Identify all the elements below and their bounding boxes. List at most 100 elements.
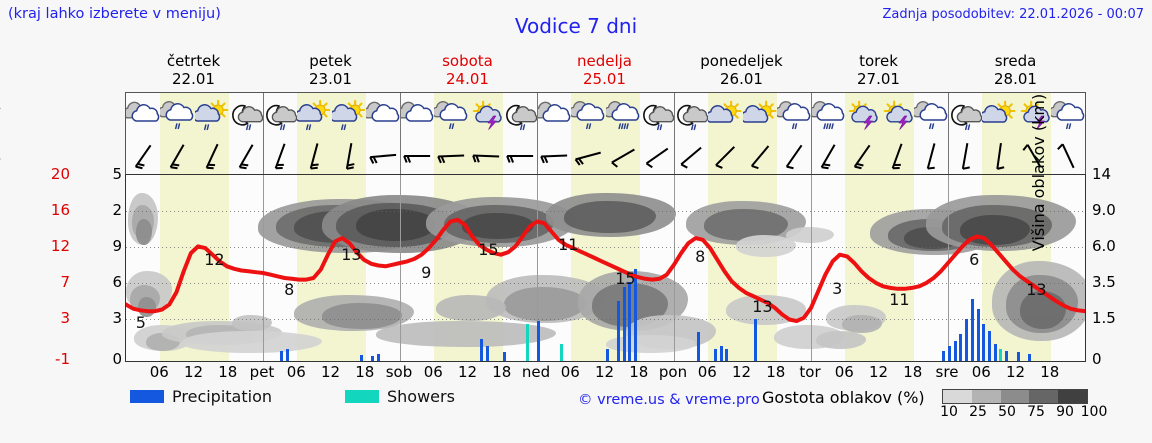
wind-barb — [537, 138, 571, 174]
time-axis-label: 06 — [560, 363, 580, 381]
day-gridline — [674, 175, 675, 361]
day-separator — [674, 138, 675, 174]
wind-barb — [674, 138, 708, 174]
shower-bar — [525, 323, 529, 361]
time-axis-label: 18 — [492, 363, 512, 381]
cloud-height-tick: 3.5 — [1092, 273, 1116, 291]
shower-bar — [999, 348, 1003, 361]
day-gridline — [948, 175, 949, 361]
temperature-value-label: 13 — [341, 245, 362, 265]
cloud-density-colorbar — [942, 389, 1088, 404]
precipitation-tick: 3 — [112, 309, 122, 327]
cloud-density-blob — [322, 303, 402, 329]
weather-icon-cloudy — [122, 93, 160, 139]
cloud-density-blob — [1020, 291, 1066, 329]
day-separator — [400, 138, 401, 174]
time-axis-label: 12 — [1005, 363, 1026, 381]
day-name: ponedeljek — [700, 52, 783, 70]
wind-barb — [982, 138, 1017, 174]
value-gridline — [126, 247, 1085, 248]
precipitation-axis-title: Padavine (mm/h) — [0, 104, 100, 370]
weather-icon-sun-cloud-storm — [468, 93, 503, 139]
wind-barb — [1016, 138, 1051, 174]
wind-barb — [742, 138, 777, 174]
temperature-axis-title: Temperatura (°C) — [6, 175, 28, 365]
wind-barb — [331, 138, 366, 174]
day-name: sreda — [994, 52, 1037, 70]
time-axis-label: 06 — [286, 363, 306, 381]
wind-barb — [1051, 138, 1085, 174]
precipitation-bar — [537, 321, 540, 361]
cloud-density-legend-title: Gostota oblakov (%) — [762, 388, 925, 407]
day-gridline — [400, 175, 401, 361]
temperature-value-label: 13 — [752, 296, 773, 316]
day-separator — [263, 138, 264, 174]
precipitation-bar — [953, 341, 957, 361]
cloud-density-step — [943, 390, 972, 403]
precipitation-bar — [1016, 352, 1020, 361]
time-axis-label: 18 — [218, 363, 238, 381]
wind-barb — [845, 138, 880, 174]
day-header-0: četrtek 22.01 — [125, 52, 262, 88]
time-axis-label: 12 — [457, 363, 478, 381]
precipitation-bar — [696, 332, 700, 361]
day-name: četrtek — [166, 52, 221, 70]
wind-barb — [914, 138, 948, 174]
precipitation-bar — [753, 318, 757, 361]
time-axis-label: ned — [521, 363, 551, 381]
temperature-value-label: 5 — [135, 312, 146, 332]
cloud-density-blob — [816, 331, 866, 349]
cloud-density-tick: 50 — [998, 404, 1016, 420]
temperature-tick: -1 — [55, 350, 70, 368]
precipitation-bar — [959, 333, 963, 361]
weather-icon-sun-cloud-storm — [879, 93, 914, 139]
weather-icon-cloudy-rain — [157, 93, 195, 139]
cloud-height-tick: 9.0 — [1092, 201, 1116, 219]
temperature-tick: 3 — [60, 309, 70, 327]
cloud-density-blob — [136, 219, 152, 245]
time-axis-label: pet — [249, 363, 275, 381]
precipitation-bar — [285, 348, 289, 361]
location-menu-hint[interactable]: (kraj lahko izberete v meniju) — [8, 6, 221, 22]
day-name: sobota — [442, 52, 493, 70]
day-separator — [537, 93, 538, 138]
time-axis-label: sob — [385, 363, 413, 381]
cloud-density-tick: 100 — [1080, 404, 1108, 420]
weather-icon-cloudy — [396, 93, 434, 139]
time-axis: 06 12 18 pet 06 12 18 sob 06 12 18 ned 06 12 18 pon 06 12… — [125, 363, 1086, 385]
wind-barb-strip — [125, 138, 1086, 174]
cloud-height-tick: 1.5 — [1092, 309, 1116, 327]
precipitation-bar — [502, 352, 506, 361]
time-axis-label: 18 — [629, 363, 649, 381]
weather-icon-sun-cloud-rain — [294, 93, 332, 139]
wind-barb — [400, 138, 434, 174]
day-header-1: petek 23.01 — [262, 52, 399, 88]
wind-barb — [777, 138, 811, 174]
time-axis-label: 06 — [971, 363, 991, 381]
cloud-density-blob — [564, 201, 656, 233]
wind-barb — [503, 138, 537, 174]
wind-barb — [160, 138, 195, 174]
weather-icon-sun-cloud — [705, 93, 743, 139]
weather-icon-cloudy-rain — [1048, 93, 1085, 139]
last-update-stamp: Zadnja posodobitev: 22.01.2026 - 00:07 — [882, 7, 1144, 22]
time-axis-label: 06 — [423, 363, 443, 381]
precipitation-bar — [713, 348, 717, 361]
precipitation-bar — [1005, 351, 1009, 361]
cloud-density-step — [1058, 390, 1087, 403]
weather-icon-moon-cloud-rain — [640, 93, 675, 139]
time-axis-label: 12 — [731, 363, 752, 381]
temperature-tick: 16 — [50, 201, 70, 219]
day-header-4: ponedeljek 26.01 — [673, 52, 810, 88]
cloud-density-step — [1000, 390, 1030, 403]
wind-barb — [640, 138, 674, 174]
weather-icon-cloudy-rain — [431, 93, 469, 139]
precipitation-bar — [1027, 353, 1031, 361]
copyright-link[interactable]: © vreme.us & vreme.pro — [578, 392, 760, 408]
temperature-value-label: 15 — [615, 268, 636, 288]
cloud-density-tick: 75 — [1027, 404, 1045, 420]
weather-icon-cloudy-rain — [774, 93, 811, 139]
precipitation-bar — [634, 269, 638, 361]
temperature-curve — [126, 217, 1085, 324]
day-header-6: sreda 28.01 — [947, 52, 1084, 88]
